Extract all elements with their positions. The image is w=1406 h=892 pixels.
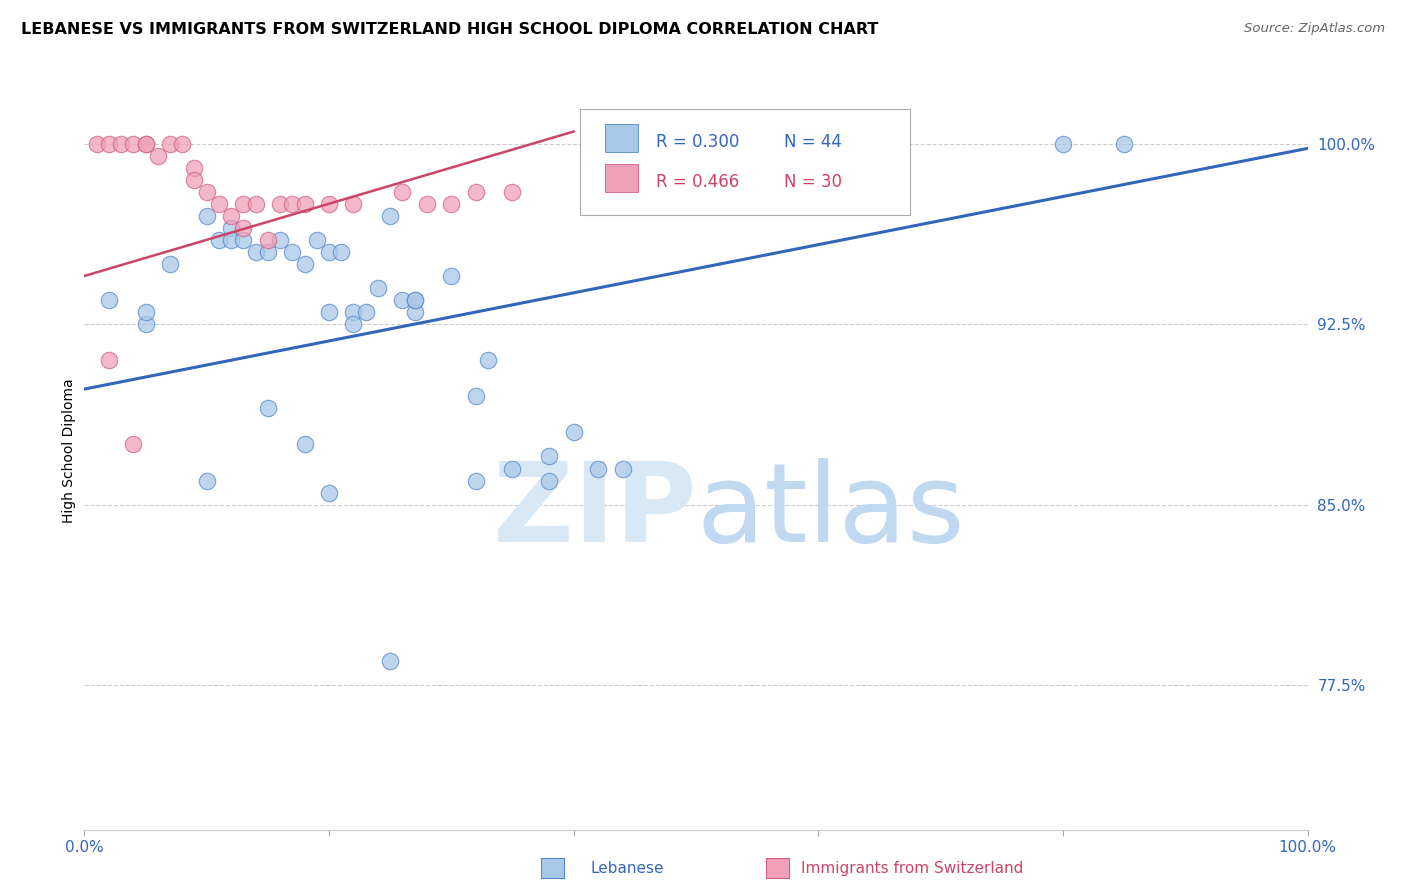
Point <box>477 353 499 368</box>
Text: LEBANESE VS IMMIGRANTS FROM SWITZERLAND HIGH SCHOOL DIPLOMA CORRELATION CHART: LEBANESE VS IMMIGRANTS FROM SWITZERLAND … <box>21 22 879 37</box>
Point <box>281 196 304 211</box>
Point <box>380 209 402 223</box>
Point <box>208 233 231 247</box>
Point <box>391 293 413 307</box>
Point <box>219 209 242 223</box>
Point <box>219 220 242 235</box>
Point <box>464 389 486 403</box>
Point <box>342 317 364 331</box>
FancyBboxPatch shape <box>579 110 910 216</box>
Point <box>294 437 316 451</box>
Text: ZIP: ZIP <box>492 458 696 565</box>
Text: N = 44: N = 44 <box>785 133 842 152</box>
Point <box>122 136 145 151</box>
Point <box>318 244 340 259</box>
Point <box>404 293 426 307</box>
Point <box>183 161 205 175</box>
Point <box>232 220 254 235</box>
Point <box>281 244 304 259</box>
Point <box>318 485 340 500</box>
Point <box>232 196 254 211</box>
Point <box>294 196 316 211</box>
Text: Immigrants from Switzerland: Immigrants from Switzerland <box>801 861 1024 876</box>
Point <box>159 136 181 151</box>
Point <box>464 474 486 488</box>
Point <box>440 268 463 283</box>
Text: R = 0.300: R = 0.300 <box>655 133 740 152</box>
Point <box>1052 136 1074 151</box>
Point <box>245 244 267 259</box>
Point <box>404 305 426 319</box>
Point <box>159 257 181 271</box>
Point <box>195 185 218 199</box>
Point <box>97 136 120 151</box>
Y-axis label: High School Diploma: High School Diploma <box>62 378 76 523</box>
Point <box>110 136 132 151</box>
Point <box>219 233 242 247</box>
Point <box>135 136 157 151</box>
Point <box>257 233 280 247</box>
Point <box>538 450 561 464</box>
Point <box>195 474 218 488</box>
Point <box>342 196 364 211</box>
Text: atlas: atlas <box>696 458 965 565</box>
Point <box>318 196 340 211</box>
Point <box>464 185 486 199</box>
Point <box>502 461 524 475</box>
Point <box>257 244 280 259</box>
Point <box>183 172 205 186</box>
Point <box>86 136 108 151</box>
Point <box>245 196 267 211</box>
Point <box>269 196 291 211</box>
Point <box>172 136 194 151</box>
Point <box>208 196 231 211</box>
Point <box>97 293 120 307</box>
Point <box>97 353 120 368</box>
Point <box>232 233 254 247</box>
Point <box>538 474 561 488</box>
Point <box>257 401 280 416</box>
Point <box>135 136 157 151</box>
Point <box>318 305 340 319</box>
Point <box>440 196 463 211</box>
Point <box>122 437 145 451</box>
Point <box>416 196 439 211</box>
Text: R = 0.466: R = 0.466 <box>655 173 740 192</box>
Point <box>391 185 413 199</box>
FancyBboxPatch shape <box>606 124 638 153</box>
Point <box>342 305 364 319</box>
Text: Source: ZipAtlas.com: Source: ZipAtlas.com <box>1244 22 1385 36</box>
Point <box>195 209 218 223</box>
Point <box>367 281 389 295</box>
Point <box>612 461 634 475</box>
Text: Lebanese: Lebanese <box>591 861 664 876</box>
Point <box>562 425 585 440</box>
Point <box>294 257 316 271</box>
Point <box>404 293 426 307</box>
Point <box>502 185 524 199</box>
Point <box>586 461 609 475</box>
Point <box>1114 136 1136 151</box>
Point <box>146 148 169 162</box>
FancyBboxPatch shape <box>606 164 638 192</box>
Point <box>135 317 157 331</box>
Point <box>135 305 157 319</box>
Point <box>269 233 291 247</box>
Point <box>354 305 377 319</box>
Point <box>305 233 328 247</box>
Point <box>380 654 402 668</box>
Text: N = 30: N = 30 <box>785 173 842 192</box>
Point <box>330 244 353 259</box>
